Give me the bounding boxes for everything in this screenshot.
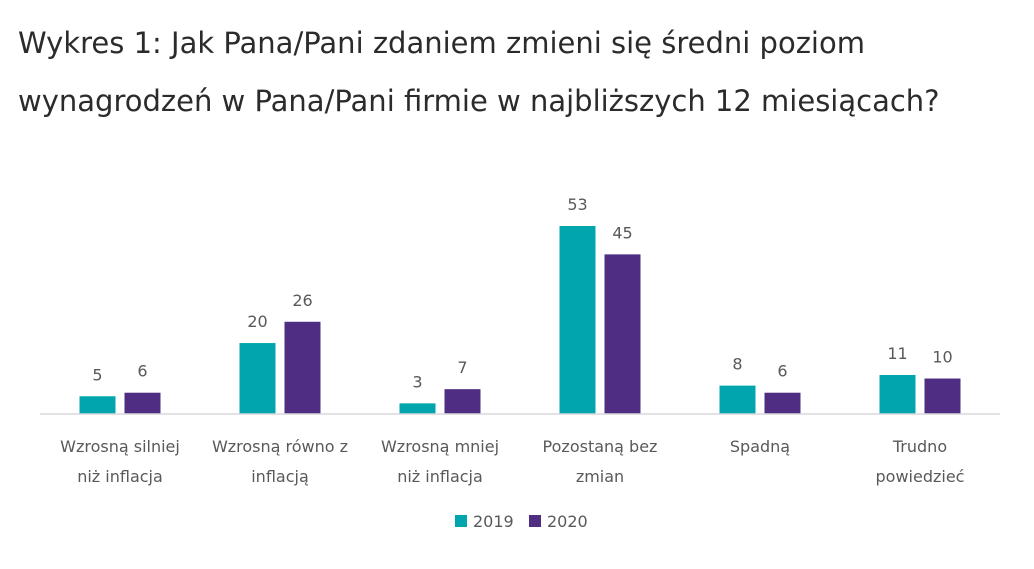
- legend-label-2019: 2019: [473, 512, 514, 531]
- bar-2019-1: [79, 396, 116, 414]
- value-label-2020-6: 10: [932, 348, 952, 367]
- bar-2019-4: [559, 226, 596, 414]
- category-label-6-line-2: powiedzieć: [876, 467, 965, 486]
- value-label-2020-1: 6: [137, 362, 147, 381]
- value-label-2019-5: 8: [732, 355, 742, 374]
- bar-2020-3: [444, 389, 481, 414]
- value-label-2020-5: 6: [777, 362, 787, 381]
- category-labels-group: Wzrosną silniej niż inflacja Wzrosną równo…: [60, 437, 964, 486]
- bar-2020-1: [124, 392, 161, 414]
- bar-2019-6: [879, 374, 916, 414]
- legend: 2019 2020: [455, 512, 588, 531]
- value-label-2019-2: 20: [247, 312, 267, 331]
- legend-label-2020: 2020: [547, 512, 588, 531]
- category-label-3-line-1: Wzrosną mniej: [381, 437, 499, 456]
- bar-2020-5: [764, 392, 801, 414]
- category-label-2-line-2: inflacją: [251, 467, 309, 486]
- legend-swatch-2020: [529, 515, 541, 527]
- category-label-3-line-2: niż inflacja: [397, 467, 483, 486]
- value-label-2020-3: 7: [457, 358, 467, 377]
- category-label-1-line-1: Wzrosną silniej: [60, 437, 180, 456]
- value-label-2019-4: 53: [567, 195, 587, 214]
- legend-swatch-2019: [455, 515, 467, 527]
- bar-2020-6: [924, 378, 961, 414]
- category-label-6-line-1: Trudno: [892, 437, 947, 456]
- value-label-2019-1: 5: [92, 365, 102, 384]
- bar-2020-2: [284, 321, 321, 414]
- value-label-2020-4: 45: [612, 223, 632, 242]
- category-label-1-line-2: niż inflacja: [77, 467, 163, 486]
- bar-2020-4: [604, 254, 641, 414]
- bar-2019-5: [719, 385, 756, 414]
- category-label-4-line-1: Pozostaną bez: [543, 437, 658, 456]
- value-labels-group: 5 6 20 26 3 7 53 45 8 6 11 10: [92, 195, 952, 391]
- category-label-4-line-2: zmian: [576, 467, 624, 486]
- bar-2019-3: [399, 403, 436, 414]
- bars-group: [79, 226, 961, 414]
- value-label-2020-2: 26: [292, 291, 312, 310]
- value-label-2019-3: 3: [412, 372, 422, 391]
- value-label-2019-6: 11: [887, 344, 907, 363]
- chart-title: Wykres 1: Jak Pana/Pani zdaniem zmieni s…: [18, 26, 940, 118]
- category-label-2-line-1: Wzrosną równo z: [212, 437, 348, 456]
- bar-2019-2: [239, 343, 276, 414]
- category-label-5-line-1: Spadną: [730, 437, 790, 456]
